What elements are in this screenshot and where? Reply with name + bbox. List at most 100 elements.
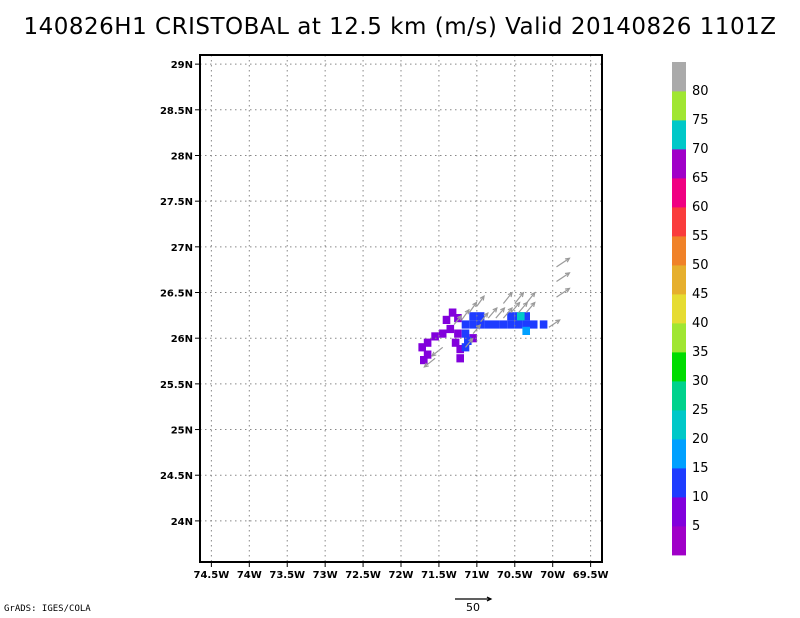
colorbar-label: 25 <box>692 403 709 418</box>
x-tick-label: 69.5W <box>573 570 609 581</box>
wind-vector <box>480 312 489 323</box>
vector-head <box>564 287 571 293</box>
vector-head <box>483 312 489 318</box>
x-tick-label: 71W <box>464 570 489 581</box>
vector-head <box>464 308 470 315</box>
vector-shaft <box>510 302 521 314</box>
colorbar-segment <box>672 323 686 353</box>
wind-vector <box>476 295 485 307</box>
colorbar-segment <box>672 497 686 527</box>
wind-speed-cell <box>456 345 464 354</box>
x-tick-label: 73W <box>313 570 338 581</box>
colorbar-label: 50 <box>692 258 709 273</box>
wind-vector <box>495 306 506 319</box>
colorbar-label: 15 <box>692 461 709 476</box>
wind-vector <box>510 301 521 314</box>
vector-shaft <box>518 302 528 314</box>
x-tick-label: 72.5W <box>345 570 381 581</box>
x-tick-label: 73.5W <box>269 570 305 581</box>
vector-shaft <box>468 302 477 313</box>
x-tick-label: 70W <box>540 570 565 581</box>
wind-speed-cell <box>456 354 464 363</box>
wind-speed-cell <box>423 350 432 359</box>
wind-speed-cell <box>451 338 460 347</box>
wind-vector <box>430 346 444 357</box>
x-axis-ticks: 74.5W 74W 73.5W 73W 72.5W 72W 71.5W 71W 70.5W 70W… <box>194 562 609 581</box>
wind-vector <box>423 357 436 368</box>
vector-shaft <box>465 338 474 348</box>
wind-speed-cell <box>539 320 548 329</box>
vector-head <box>530 291 536 298</box>
wind-speed-cell <box>476 312 485 321</box>
wind-speed-cell <box>507 320 515 329</box>
wind-speed-cell <box>522 320 530 329</box>
vector-shaft <box>480 312 489 323</box>
x-tick-label: 71.5W <box>421 570 457 581</box>
y-tick-label: 27N <box>171 243 193 254</box>
wind-speed-cell <box>446 324 455 334</box>
wind-speed-cell <box>461 329 470 338</box>
colorbar-label: 30 <box>692 374 709 389</box>
wind-speed-cell <box>418 343 426 352</box>
wind-speed-cell <box>522 312 530 321</box>
wind-vector <box>548 319 561 328</box>
vector-head <box>492 306 498 313</box>
wind-speed-cells <box>418 308 548 365</box>
y-tick-label: 29N <box>171 60 193 71</box>
vector-shaft <box>556 287 570 298</box>
colorbar-label: 35 <box>692 345 709 360</box>
wind-speed-cell <box>454 314 462 323</box>
wind-vector <box>468 301 478 313</box>
wind-speed-cell <box>454 329 462 338</box>
vector-shaft <box>525 292 536 304</box>
colorbar-label: 45 <box>692 287 709 302</box>
colorbar-segment <box>672 381 686 411</box>
vector-shaft <box>487 307 498 319</box>
map-grid <box>200 55 602 562</box>
wind-vector <box>472 323 482 335</box>
colorbar-segment <box>672 149 686 179</box>
wind-vector <box>502 306 513 319</box>
colorbar-label: 20 <box>692 432 709 447</box>
wind-vector <box>453 314 463 325</box>
colorbar-label: 75 <box>692 113 709 128</box>
wind-vector <box>556 257 571 268</box>
vector-head <box>430 351 437 357</box>
reference-vector-label: 50 <box>466 601 480 614</box>
plot-title: 140826H1 CRISTOBAL at 12.5 km (m/s) Vali… <box>23 14 777 40</box>
wind-speed-cell <box>420 356 428 365</box>
y-tick-label: 28.5N <box>160 106 193 117</box>
grads-credit: GrADS: IGES/COLA <box>4 604 91 614</box>
vector-shaft <box>472 324 481 335</box>
colorbar-segment <box>672 468 686 498</box>
y-tick-label: 24N <box>171 517 193 528</box>
wind-vector <box>556 272 571 283</box>
reference-vector-arrow <box>455 596 493 602</box>
x-tick-label: 70.5W <box>497 570 533 581</box>
colorbar-label: 40 <box>692 316 709 331</box>
wind-speed-cell <box>431 332 439 341</box>
wind-speed-cell <box>492 320 500 329</box>
x-tick-label: 72W <box>389 570 414 581</box>
y-tick-label: 25N <box>171 426 193 437</box>
colorbar-segment <box>672 91 686 121</box>
vector-shaft <box>495 307 505 319</box>
y-tick-label: 25.5N <box>160 380 193 391</box>
vector-shaft <box>423 357 436 368</box>
colorbar-segment <box>672 410 686 440</box>
wind-speed-cell <box>438 329 447 338</box>
colorbar-label: 5 <box>692 519 700 534</box>
vector-shaft <box>556 257 570 268</box>
vector-shaft <box>548 319 561 328</box>
vector-head <box>479 295 485 301</box>
vector-head <box>500 306 506 313</box>
vector-shaft <box>431 346 444 357</box>
vector-head <box>486 596 493 602</box>
reference-vector <box>455 596 493 602</box>
y-tick-label: 26N <box>171 334 193 345</box>
vector-shaft <box>502 292 513 304</box>
vector-head <box>507 306 513 313</box>
wind-vector <box>502 291 513 304</box>
vector-head <box>472 301 478 308</box>
colorbar: 5 10 15 20 25 30 35 40 45 50 55 60 65 70 75 80 <box>672 62 709 556</box>
